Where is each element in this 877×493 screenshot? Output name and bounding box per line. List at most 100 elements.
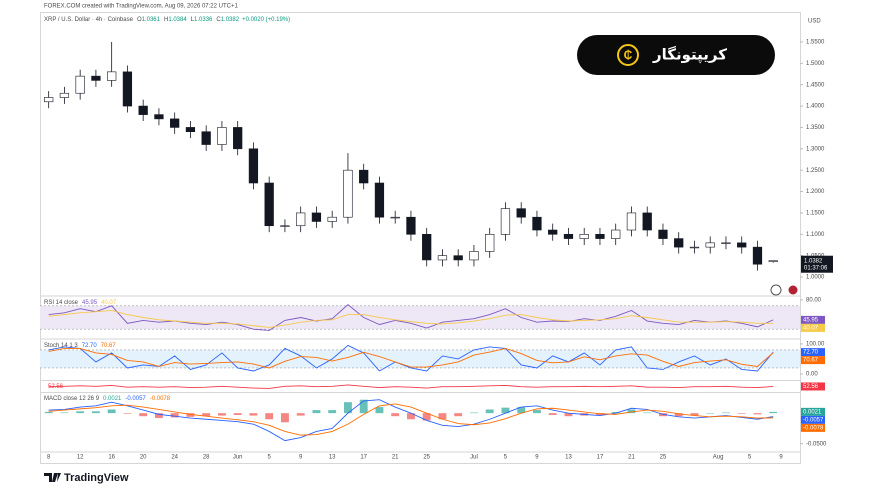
x-tick-label: 5 [748, 455, 752, 461]
histogram-bar [280, 413, 289, 423]
x-tick-label: 9 [779, 455, 783, 461]
y-tick-label: -0.0500 [806, 441, 827, 447]
y-tick-label: 1.1500 [806, 211, 825, 217]
candle-body [752, 246, 763, 265]
histogram-bar [60, 412, 69, 414]
currency: USD [808, 19, 821, 25]
histogram-bar [485, 409, 494, 414]
header-source: FOREX.COM created with TradingView.com, … [44, 4, 238, 10]
candle-body [217, 127, 227, 145]
series-line [48, 403, 774, 436]
candle-body [264, 182, 274, 227]
candle-body [705, 242, 715, 248]
candle-body [532, 216, 542, 231]
candle-body [374, 182, 385, 218]
flag-icon[interactable] [787, 284, 799, 296]
histogram-bar [722, 412, 730, 414]
value-box [801, 415, 825, 424]
candle-body [563, 233, 574, 239]
value-box [801, 356, 825, 365]
legend: XRP / U.S. Dollar · 4h · Coinbase O1.0361… [44, 17, 290, 23]
candle-body [485, 233, 495, 252]
y-tick-label: 1.1000 [806, 232, 825, 238]
indicator-title: RSI 14 close [44, 300, 79, 306]
candle-body [91, 75, 101, 81]
candle-body [437, 255, 448, 261]
indicator-value: 45.95 [82, 300, 98, 306]
y-tick-label: 1.5000 [806, 61, 825, 67]
y-tick-label: 1.4500 [806, 82, 825, 88]
histogram-bar [328, 410, 337, 414]
candle-body [406, 216, 416, 235]
ohlc-value: 1.0336 [194, 17, 213, 23]
value-box [801, 423, 825, 432]
x-tick-label: 24 [171, 455, 178, 461]
indicator-value: 52.56 [48, 384, 64, 390]
footer-brand: TradingView [64, 472, 129, 484]
histogram-bar [186, 413, 195, 417]
series-line [48, 310, 774, 328]
x-tick-label: 12 [77, 455, 84, 461]
ohlc-key: C [216, 17, 221, 23]
histogram-bar [422, 413, 431, 421]
x-tick-label: 13 [329, 455, 336, 461]
watermark-badge: ₵ کریپتونگار [577, 35, 775, 75]
replay-icon[interactable] [770, 284, 782, 296]
badge-icon-glyph: ₵ [624, 48, 633, 62]
y-tick-label: 0.00 [806, 372, 818, 378]
candle-body [658, 229, 668, 239]
candle-body [721, 242, 731, 244]
candle-body [154, 114, 164, 120]
change: +0.0020 (+0.19%) [242, 17, 290, 23]
histogram-bar [265, 413, 274, 420]
value-box-label: -0.0057 [803, 417, 824, 423]
legend-title: XRP / U.S. Dollar · 4h · Coinbase [44, 17, 134, 23]
histogram-bar [769, 411, 778, 414]
histogram-bar [627, 409, 636, 414]
histogram-bar [391, 413, 400, 417]
histogram-bar [312, 410, 321, 414]
indicator-value: 70.67 [101, 343, 117, 349]
indicator-value: -0.0078 [150, 396, 171, 402]
candle-body [44, 97, 54, 103]
histogram-bar [170, 413, 179, 418]
histogram-bar [154, 413, 163, 419]
x-tick-label: Jul [470, 455, 478, 461]
indicator-value: 40.07 [101, 300, 117, 306]
histogram-bar [517, 407, 526, 414]
x-tick-label: 9 [535, 455, 539, 461]
y-tick-label: 1.5500 [806, 40, 825, 46]
value-box [801, 348, 825, 357]
y-tick-label: 1.4000 [806, 104, 825, 110]
histogram-bar [643, 412, 652, 414]
value-box-label: 40.07 [803, 325, 819, 331]
x-tick-label: Jun [233, 455, 243, 461]
ohlc-value: 1.0382 [221, 17, 240, 23]
candle-body [626, 212, 637, 231]
ohlc-key: O [137, 17, 142, 23]
candle-body [642, 212, 652, 231]
candle-body [422, 233, 432, 261]
indicator-value: 0.0021 [103, 396, 122, 402]
candle-body [516, 208, 526, 218]
candle-body [359, 169, 369, 184]
band-fill [40, 349, 800, 368]
histogram-bar [359, 399, 368, 414]
candle-body [327, 216, 337, 222]
x-tick-label: 13 [565, 455, 572, 461]
candle-body [59, 92, 70, 98]
frame [40, 12, 801, 464]
value-box [801, 323, 825, 332]
histogram-bar [407, 413, 415, 420]
candle-body [674, 238, 684, 248]
value-box-label: 72.70 [803, 350, 819, 356]
candle-body [280, 225, 290, 227]
candle-body [170, 118, 180, 128]
value-box-label: 45.95 [803, 317, 819, 323]
x-tick-label: Aug [713, 455, 724, 461]
histogram-bar [674, 413, 683, 417]
candle-body [689, 246, 700, 249]
value-box-label: -0.0078 [803, 425, 824, 431]
indicator-title: Stoch 14 1 3 [44, 343, 78, 349]
x-tick-label: 28 [203, 455, 210, 461]
